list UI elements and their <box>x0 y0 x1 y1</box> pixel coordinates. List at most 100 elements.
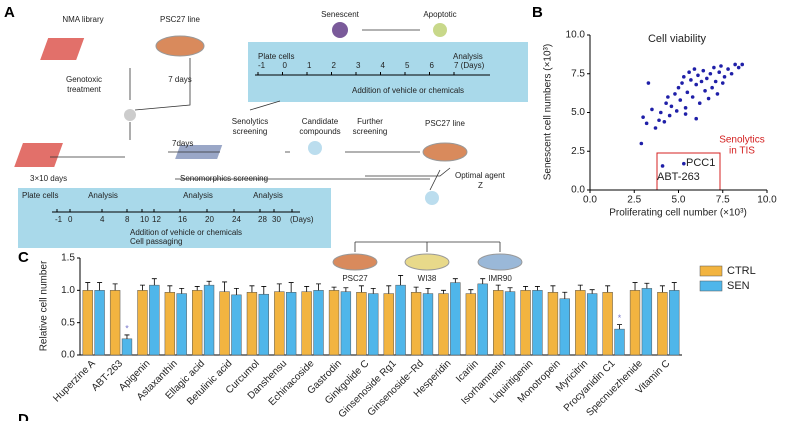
error-bar <box>605 285 611 293</box>
bar <box>368 293 379 356</box>
bar <box>410 292 422 356</box>
point <box>733 62 737 67</box>
point <box>694 116 698 121</box>
bar <box>203 284 215 356</box>
bar <box>669 290 680 356</box>
top-timeline-box <box>248 42 528 102</box>
point <box>705 76 709 81</box>
timeline-label: 4 <box>100 215 105 224</box>
error-bar <box>358 285 364 293</box>
error-bar <box>644 282 650 289</box>
bar <box>121 338 133 356</box>
panel-a-shapes <box>14 22 528 271</box>
y-tick-label: 0.5 <box>61 317 75 328</box>
label: Optimal agent <box>455 171 506 180</box>
point <box>715 92 720 96</box>
label: Analysis <box>88 191 118 200</box>
x-tick-label: 7.5 <box>716 195 730 206</box>
panel-letter: B <box>532 4 543 21</box>
bar <box>82 290 93 356</box>
point <box>706 96 711 101</box>
bar <box>504 291 516 356</box>
point <box>682 75 686 79</box>
point-label: PCC1 <box>686 157 715 169</box>
point <box>719 64 723 68</box>
point <box>644 121 649 126</box>
point <box>666 95 670 99</box>
label: treatment <box>67 85 102 94</box>
point <box>692 67 697 71</box>
legend-swatch <box>699 265 723 277</box>
error-bar <box>659 285 665 293</box>
point <box>712 65 716 70</box>
label: IMR90 <box>488 274 512 283</box>
error-bar <box>617 324 623 330</box>
timeline-label: 4 <box>381 61 386 70</box>
label: screening <box>353 127 388 136</box>
point <box>667 113 672 118</box>
error-bar <box>507 287 513 292</box>
label: NMA library <box>62 15 103 24</box>
x-tick-label: 5.0 <box>672 195 686 206</box>
bar <box>438 293 449 356</box>
annotation: in TIS <box>729 146 755 157</box>
label: Addition of vehicle or chemicals <box>130 228 242 237</box>
error-bar <box>413 286 419 293</box>
psc27-dish-mid <box>422 142 468 162</box>
point <box>673 92 677 96</box>
error-bar <box>468 289 474 294</box>
error-bar <box>112 283 118 291</box>
dish-1 <box>332 253 378 271</box>
bar <box>109 290 121 356</box>
dish-3 <box>477 253 523 271</box>
error-bar <box>534 286 540 291</box>
point <box>703 89 707 93</box>
timeline-label: 8 <box>125 215 130 224</box>
y-tick-label: 1.0 <box>61 285 75 296</box>
point <box>726 67 730 71</box>
bar <box>94 290 105 356</box>
bar <box>629 290 641 356</box>
bar <box>395 284 406 356</box>
y-tick-label: 0.0 <box>571 185 585 196</box>
timeline-label: 5 <box>405 61 410 70</box>
y-tick-label: 5.0 <box>571 107 585 118</box>
panel-letter: D <box>18 411 29 421</box>
bar <box>274 291 285 356</box>
panel-letter: A <box>4 4 15 21</box>
nma-plate <box>40 38 85 60</box>
point-label: ABT-263 <box>657 171 700 183</box>
bar <box>493 290 504 356</box>
point <box>690 95 695 99</box>
y-tick-label: 2.5 <box>571 146 585 157</box>
timeline-label: 3 <box>356 61 361 70</box>
timeline-label: -1 <box>55 215 63 224</box>
point <box>662 120 667 124</box>
error-bar <box>206 280 212 286</box>
timeline-label: 2 <box>332 61 337 70</box>
error-bar <box>167 285 173 293</box>
point <box>685 90 690 95</box>
bar <box>602 292 613 356</box>
point <box>639 141 644 146</box>
bar <box>301 291 312 356</box>
x-tick-label: Huperzine A <box>51 358 98 405</box>
bar <box>328 290 340 356</box>
error-bar <box>577 284 583 291</box>
error-bar <box>480 278 486 284</box>
bar <box>340 291 352 356</box>
error-bar <box>550 285 556 293</box>
label: PSC27 line <box>425 119 466 128</box>
y-tick-label: 10.0 <box>566 30 586 41</box>
label: Analysis <box>183 191 213 200</box>
point <box>657 118 661 123</box>
error-bar <box>523 286 529 291</box>
point <box>678 98 683 102</box>
label: 3×10 days <box>30 174 67 183</box>
y-tick-label: 1.5 <box>61 253 75 264</box>
bar <box>137 290 148 356</box>
point <box>646 81 651 85</box>
error-bar <box>222 281 228 292</box>
point <box>740 62 745 67</box>
